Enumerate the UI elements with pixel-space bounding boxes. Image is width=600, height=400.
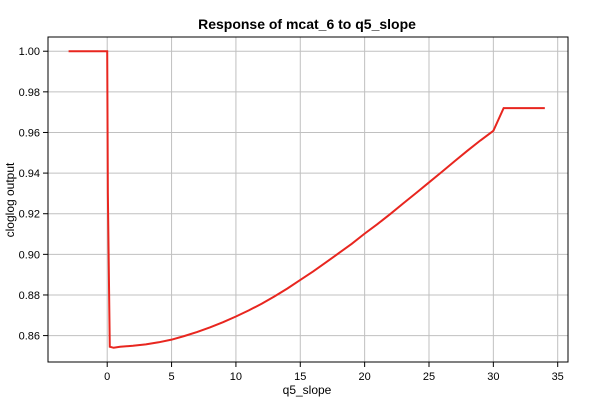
x-tick-label: 5 xyxy=(169,371,175,383)
x-tick-label: 35 xyxy=(552,371,564,383)
y-tick-label: 0.98 xyxy=(19,87,40,99)
x-tick-label: 0 xyxy=(104,371,110,383)
chart-title: Response of mcat_6 to q5_slope xyxy=(198,16,416,32)
plot-area-frame xyxy=(47,36,569,363)
x-tick-label: 30 xyxy=(487,371,499,383)
y-tick-label: 0.94 xyxy=(19,168,40,180)
x-tick-label: 10 xyxy=(230,371,242,383)
series-line xyxy=(68,50,545,349)
grid-lines xyxy=(48,37,568,362)
x-tick-label: 25 xyxy=(423,371,435,383)
y-tick-label: 0.92 xyxy=(19,209,40,221)
y-axis: 0.86 0.88 0.90 0.92 0.94 0.96 0.98 1.00 xyxy=(19,46,48,343)
y-tick-label: 0.96 xyxy=(19,127,40,139)
x-tick-label: 20 xyxy=(359,371,371,383)
y-tick-label: 1.00 xyxy=(19,46,40,58)
x-axis: 0 5 10 15 20 25 30 35 xyxy=(104,362,564,383)
y-tick-label: 0.88 xyxy=(19,290,40,302)
y-tick-label: 0.86 xyxy=(19,331,40,343)
x-axis-label: q5_slope xyxy=(283,383,332,397)
x-tick-label: 15 xyxy=(294,371,306,383)
y-tick-label: 0.90 xyxy=(19,249,40,261)
y-axis-label: cloglog output xyxy=(3,162,17,237)
